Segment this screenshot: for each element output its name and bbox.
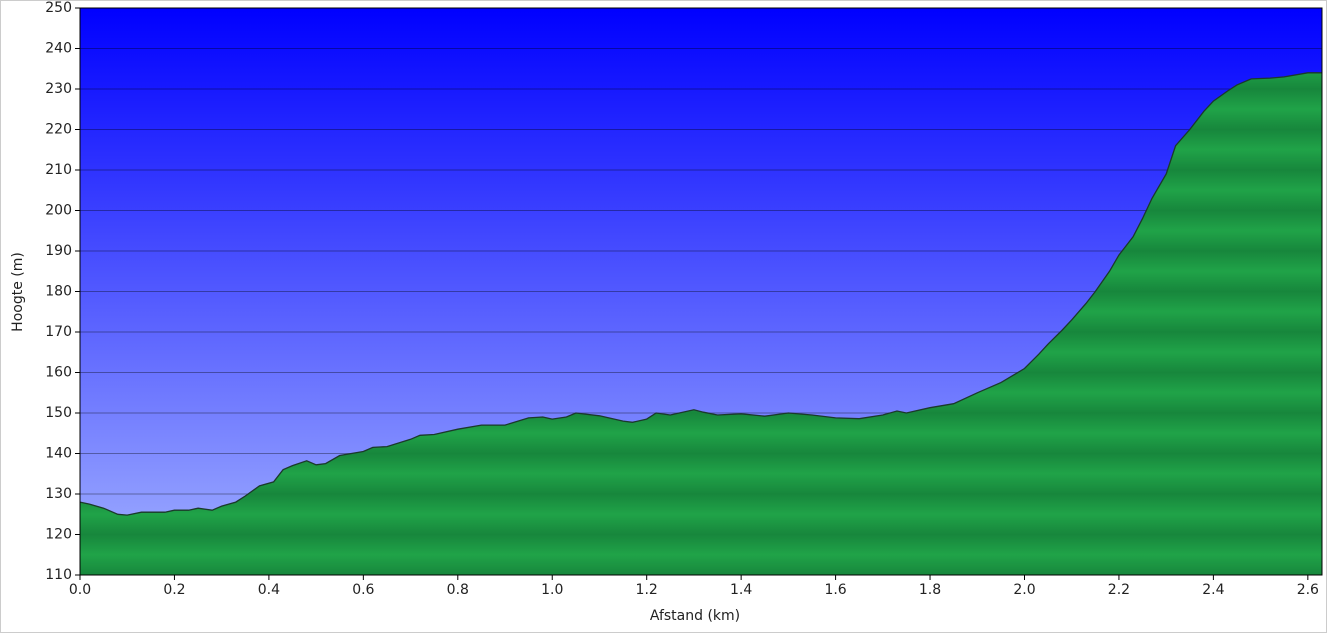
area bbox=[80, 72, 1322, 576]
x-tick-label: 1.8 bbox=[919, 582, 941, 598]
line bbox=[79, 72, 1322, 516]
y-tick-label: 120 bbox=[45, 527, 72, 543]
x-tick-label: 0.4 bbox=[258, 582, 280, 598]
y-tick-label: 170 bbox=[45, 324, 72, 340]
y-axis-label: Hoogte (m) bbox=[10, 252, 26, 332]
y-tick-label: 130 bbox=[45, 486, 72, 502]
y-tick-label: 240 bbox=[45, 41, 72, 57]
x-tick-label: 2.0 bbox=[1013, 582, 1035, 598]
y-tick-label: 220 bbox=[45, 122, 72, 138]
y-tick-label: 190 bbox=[45, 243, 72, 259]
y-tick-label: 140 bbox=[45, 446, 72, 462]
x-tick-label: 1.0 bbox=[541, 582, 563, 598]
x-tick-label: 2.4 bbox=[1202, 582, 1224, 598]
x-tick-label: 1.2 bbox=[636, 582, 658, 598]
x-tick-label: 2.2 bbox=[1108, 582, 1130, 598]
y-tick-label: 110 bbox=[45, 567, 72, 583]
x-tick-label: 0.8 bbox=[447, 582, 469, 598]
x-axis-label: Afstand (km) bbox=[650, 608, 740, 624]
y-tick-label: 230 bbox=[45, 81, 72, 97]
x-tick-label: 1.4 bbox=[730, 582, 752, 598]
y-tick-label: 180 bbox=[45, 284, 72, 300]
x-tick-label: 1.6 bbox=[824, 582, 846, 598]
x-tick-label: 0.0 bbox=[69, 582, 91, 598]
area-tint bbox=[80, 72, 1322, 576]
y-tick-label: 210 bbox=[45, 162, 72, 178]
y-tick-label: 250 bbox=[45, 0, 72, 16]
y-tick-label: 200 bbox=[45, 203, 72, 219]
x-tick-label: 2.6 bbox=[1297, 582, 1319, 598]
y-tick-label: 160 bbox=[45, 365, 72, 381]
x-tick-label: 0.2 bbox=[163, 582, 185, 598]
y-tick-label: 150 bbox=[45, 405, 72, 421]
x-tick-label: 0.6 bbox=[352, 582, 374, 598]
